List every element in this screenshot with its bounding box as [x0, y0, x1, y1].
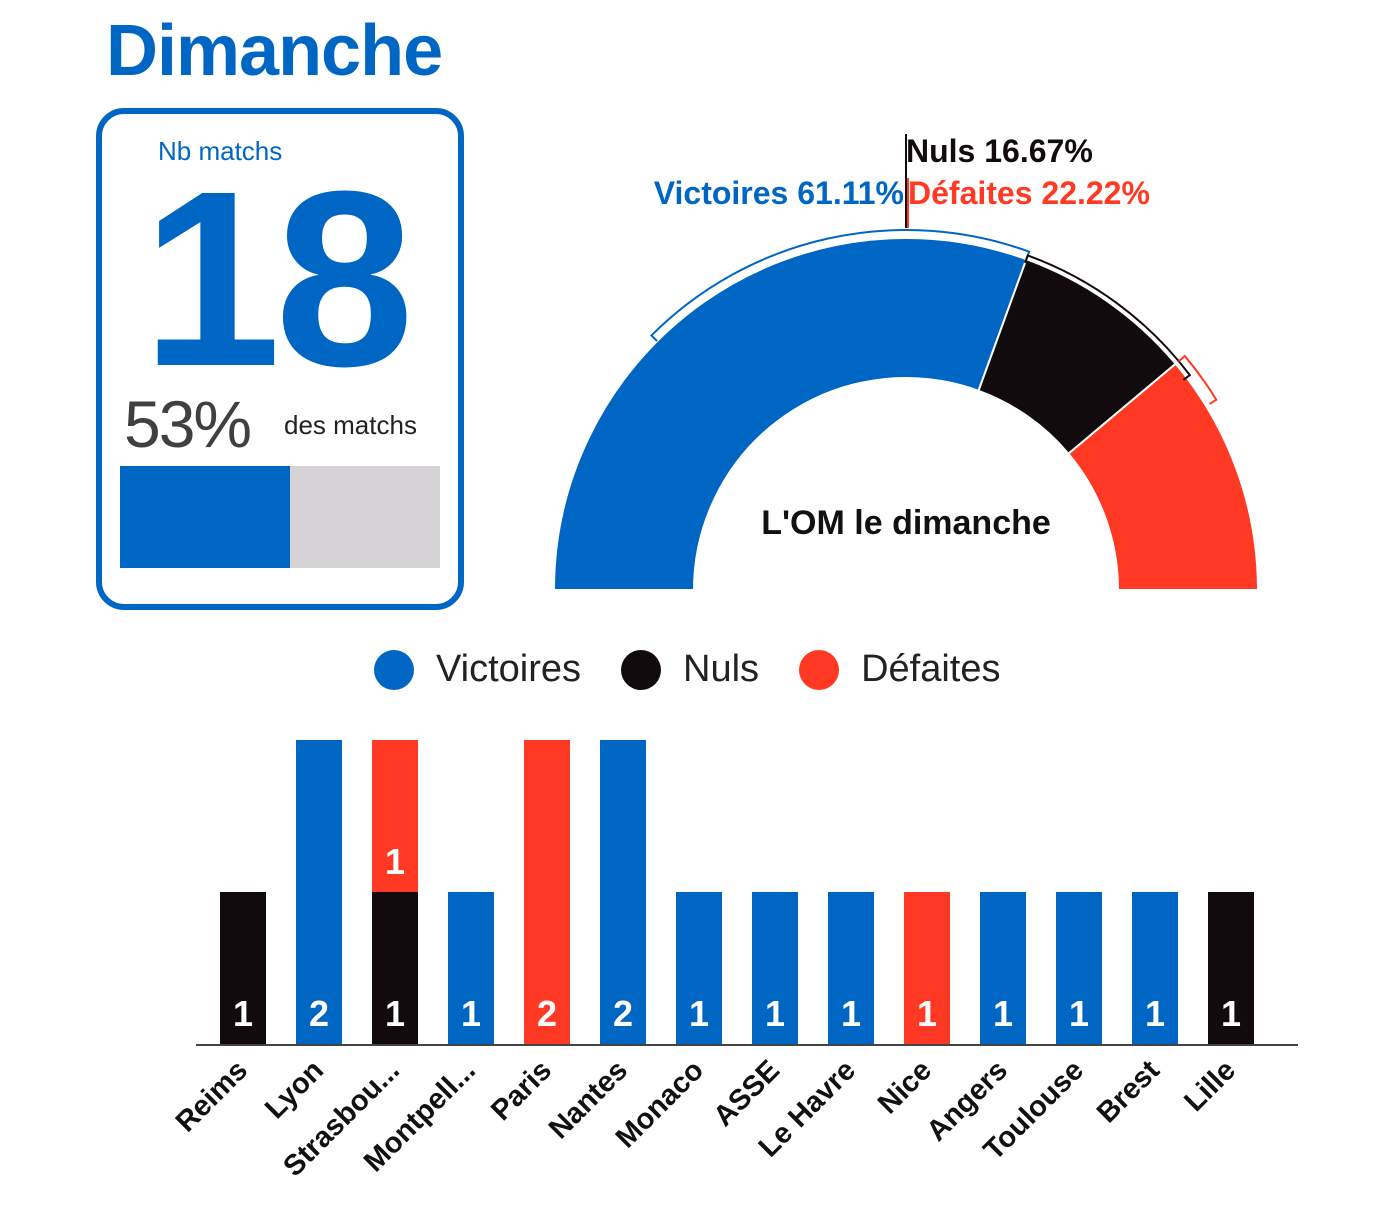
match-percent-bar-fill: [120, 466, 290, 568]
match-percent-label: des matchs: [284, 410, 417, 440]
bar-Lyon-Victoires: [296, 740, 342, 1044]
legend-item-defaites: Défaites: [799, 648, 1000, 691]
bar-Le Havre-Victoires: [828, 892, 874, 1044]
legend-label-defaites: Défaites: [861, 648, 1001, 690]
nuls-bracket: [1024, 254, 1192, 381]
bar-Monaco-Victoires: [676, 892, 722, 1044]
data-label: 2: [309, 993, 329, 1034]
legend-label-nuls: Nuls: [683, 648, 760, 690]
bar-Strasbou...-Nuls: [372, 892, 418, 1044]
chart-legend: Victoires Nuls Défaites: [374, 648, 1040, 691]
tick-label: Reims: [170, 1054, 254, 1138]
bar-Brest-Victoires: [1132, 892, 1178, 1044]
nuls-percent-label: Nuls 16.67%: [906, 133, 1093, 169]
tick-label: Paris: [485, 1054, 558, 1127]
data-label: 1: [765, 993, 785, 1034]
tick-label: Nice: [872, 1054, 938, 1120]
bar-Reims-Nuls: [220, 892, 266, 1044]
match-count-card: Nb matchs 18 53% des matchs: [96, 108, 464, 610]
donut-center-label: L'OM le dimanche: [761, 504, 1051, 542]
data-label: 1: [385, 841, 405, 882]
legend-dot-nuls: [621, 649, 662, 690]
bar-Paris-Défaites: [524, 740, 570, 1044]
legend-dot-defaites: [799, 649, 840, 690]
data-label: 1: [1221, 993, 1241, 1034]
tick-label: Lille: [1178, 1054, 1242, 1118]
legend-label-victoires: Victoires: [436, 648, 582, 690]
donut-slice-victoires: [552, 237, 1028, 591]
bar-Nice-Défaites: [904, 892, 950, 1044]
match-percent-value: 53%: [124, 387, 252, 461]
bar-Toulouse-Victoires: [1056, 892, 1102, 1044]
bar-Lille-Nuls: [1208, 892, 1254, 1044]
legend-item-nuls: Nuls: [621, 648, 759, 691]
data-label: 1: [1145, 993, 1165, 1034]
bar-Montpell...-Victoires: [448, 892, 494, 1044]
bar-Strasbou...-Défaites: [372, 740, 418, 892]
victoires-bracket: [650, 229, 1031, 342]
bar-Angers-Victoires: [980, 892, 1026, 1044]
data-label: 2: [613, 993, 633, 1034]
legend-dot-victoires: [374, 649, 414, 690]
defaites-bracket: [1178, 354, 1218, 405]
donut-slice-defaites: [1067, 362, 1260, 591]
defaites-percent-label: Défaites 22.22%: [908, 175, 1150, 211]
data-label: 2: [537, 993, 557, 1034]
data-label: 1: [1069, 993, 1089, 1034]
results-half-donut-chart: Nuls 16.67%Victoires 61.11% Défaites 22.2…: [552, 133, 1260, 591]
legend-item-victoires: Victoires: [374, 648, 581, 691]
data-label: 1: [689, 993, 709, 1034]
data-label: 1: [841, 993, 861, 1034]
bar-ASSE-Victoires: [752, 892, 798, 1044]
results-by-opponent-bar-chart: 1Reims2Lyon11Strasbou...1Montpell...2Par…: [170, 740, 1298, 1183]
data-label: 1: [385, 993, 405, 1034]
page-title: Dimanche: [106, 11, 443, 91]
match-count-label: Nb matchs: [158, 136, 283, 166]
victoires-percent-label: Victoires 61.11%: [654, 175, 904, 211]
match-count-value: 18: [142, 139, 414, 418]
data-label: 1: [461, 993, 481, 1034]
tick-label: Brest: [1091, 1054, 1166, 1129]
match-percent-bar: [120, 466, 440, 568]
bar-Nantes-Victoires: [600, 740, 646, 1044]
data-label: 1: [993, 993, 1013, 1034]
data-label: 1: [917, 993, 937, 1034]
data-label: 1: [233, 993, 253, 1034]
tick-label: Lyon: [259, 1054, 330, 1125]
